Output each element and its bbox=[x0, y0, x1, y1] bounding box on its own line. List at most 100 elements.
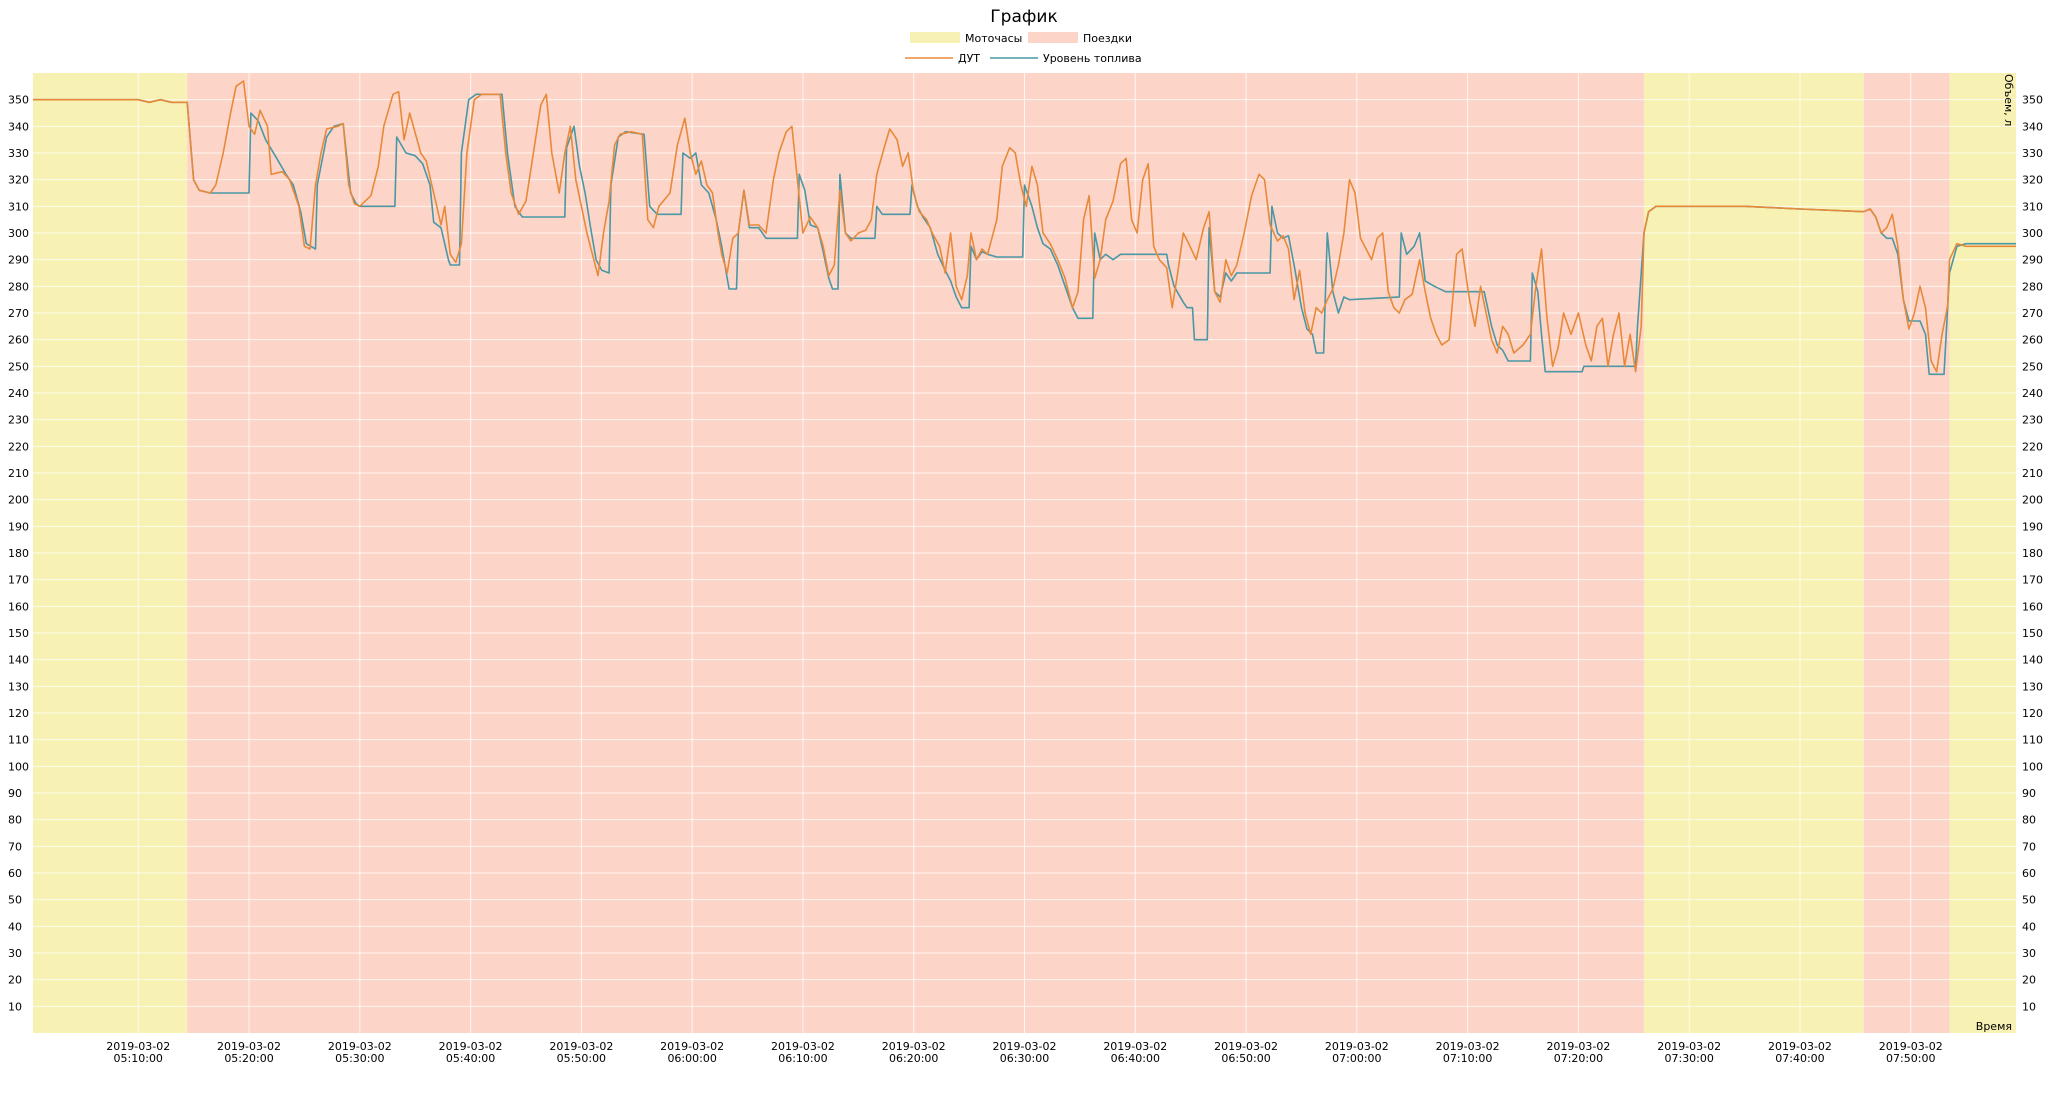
y-tick-label: 110 bbox=[2022, 734, 2043, 747]
y-tick-label: 80 bbox=[2022, 814, 2036, 827]
x-tick-time: 07:30:00 bbox=[1664, 1052, 1713, 1065]
x-tick-date: 2019-03-02 bbox=[1436, 1040, 1500, 1053]
x-tick-date: 2019-03-02 bbox=[1768, 1040, 1832, 1053]
y-tick-label: 190 bbox=[2022, 520, 2043, 533]
x-tick-date: 2019-03-02 bbox=[1879, 1040, 1943, 1053]
y-tick-label: 80 bbox=[8, 814, 22, 827]
y-tick-label: 320 bbox=[2022, 174, 2043, 187]
gridlines bbox=[33, 73, 2016, 1033]
y-tick-label: 200 bbox=[2022, 494, 2043, 507]
y-tick-label: 240 bbox=[8, 387, 29, 400]
y-tick-label: 240 bbox=[2022, 387, 2043, 400]
x-axis-label: Время bbox=[1976, 1020, 2012, 1033]
x-axis: 2019-03-0205:10:002019-03-0205:20:002019… bbox=[106, 1040, 1942, 1065]
y-tick-label: 220 bbox=[2022, 440, 2043, 453]
y-tick-label: 290 bbox=[2022, 254, 2043, 267]
y-tick-label: 10 bbox=[8, 1000, 22, 1013]
y-tick-label: 160 bbox=[2022, 600, 2043, 613]
y-tick-label: 50 bbox=[2022, 894, 2036, 907]
x-tick-date: 2019-03-02 bbox=[1214, 1040, 1278, 1053]
y-tick-label: 350 bbox=[8, 94, 29, 107]
x-tick-date: 2019-03-02 bbox=[1325, 1040, 1389, 1053]
series-line-fuel-level bbox=[33, 93, 2016, 376]
y-tick-label: 220 bbox=[8, 440, 29, 453]
y-tick-label: 350 bbox=[2022, 94, 2043, 107]
x-tick-time: 06:10:00 bbox=[778, 1052, 827, 1065]
x-tick-time: 06:00:00 bbox=[667, 1052, 716, 1065]
legend-swatch-motohours bbox=[910, 32, 960, 43]
x-tick-date: 2019-03-02 bbox=[660, 1040, 724, 1053]
y-tick-label: 170 bbox=[2022, 574, 2043, 587]
legend: Моточасы Поездки ДУТ Уровень топлива bbox=[905, 32, 1142, 65]
x-tick-time: 05:20:00 bbox=[224, 1052, 273, 1065]
y-tick-label: 190 bbox=[8, 520, 29, 533]
y-axis-left: 10 20 30 40 50 60 70 80 90 100 110 120 130 140 150 160 1… bbox=[8, 94, 29, 1014]
x-tick-time: 05:30:00 bbox=[335, 1052, 384, 1065]
legend-label-motohours: Моточасы bbox=[965, 32, 1022, 45]
y-tick-label: 120 bbox=[8, 707, 29, 720]
y-tick-label: 130 bbox=[2022, 680, 2043, 693]
y-tick-label: 230 bbox=[8, 414, 29, 427]
y-tick-label: 180 bbox=[2022, 547, 2043, 560]
y-tick-label: 330 bbox=[8, 147, 29, 160]
x-tick-date: 2019-03-02 bbox=[217, 1040, 281, 1053]
x-tick-time: 07:50:00 bbox=[1886, 1052, 1935, 1065]
y-tick-label: 130 bbox=[8, 680, 29, 693]
x-tick-date: 2019-03-02 bbox=[1546, 1040, 1610, 1053]
y-tick-label: 60 bbox=[8, 867, 22, 880]
y-tick-label: 340 bbox=[2022, 120, 2043, 133]
x-tick-date: 2019-03-02 bbox=[549, 1040, 613, 1053]
x-tick-date: 2019-03-02 bbox=[1657, 1040, 1721, 1053]
y-tick-label: 290 bbox=[8, 254, 29, 267]
y-tick-label: 200 bbox=[8, 494, 29, 507]
y-tick-label: 320 bbox=[8, 174, 29, 187]
series-lines bbox=[33, 80, 2016, 376]
y-tick-label: 310 bbox=[2022, 200, 2043, 213]
y-tick-label: 270 bbox=[8, 307, 29, 320]
legend-swatch-trips bbox=[1028, 32, 1078, 43]
y-tick-label: 260 bbox=[2022, 334, 2043, 347]
y-tick-label: 210 bbox=[8, 467, 29, 480]
x-tick-time: 05:50:00 bbox=[557, 1052, 606, 1065]
x-tick-time: 07:10:00 bbox=[1443, 1052, 1492, 1065]
y-tick-label: 20 bbox=[2022, 974, 2036, 987]
y-tick-label: 20 bbox=[8, 974, 22, 987]
y-tick-label: 340 bbox=[8, 120, 29, 133]
y-tick-label: 10 bbox=[2022, 1000, 2036, 1013]
x-tick-date: 2019-03-02 bbox=[439, 1040, 503, 1053]
y-tick-label: 40 bbox=[2022, 920, 2036, 933]
y-tick-label: 120 bbox=[2022, 707, 2043, 720]
y-tick-label: 140 bbox=[2022, 654, 2043, 667]
y-tick-label: 90 bbox=[8, 787, 22, 800]
y-tick-label: 150 bbox=[8, 627, 29, 640]
y-tick-label: 310 bbox=[8, 200, 29, 213]
y-tick-label: 90 bbox=[2022, 787, 2036, 800]
x-tick-time: 05:40:00 bbox=[446, 1052, 495, 1065]
x-tick-time: 06:30:00 bbox=[1000, 1052, 1049, 1065]
x-tick-time: 06:50:00 bbox=[1221, 1052, 1270, 1065]
x-tick-date: 2019-03-02 bbox=[1103, 1040, 1167, 1053]
y-tick-label: 280 bbox=[2022, 280, 2043, 293]
y-axis-label: Объем, л bbox=[2002, 74, 2015, 126]
y-tick-label: 50 bbox=[8, 894, 22, 907]
legend-label-fuel-level: Уровень топлива bbox=[1043, 52, 1142, 65]
y-tick-label: 170 bbox=[8, 574, 29, 587]
y-tick-label: 30 bbox=[2022, 947, 2036, 960]
y-tick-label: 180 bbox=[8, 547, 29, 560]
x-tick-time: 06:40:00 bbox=[1111, 1052, 1160, 1065]
y-tick-label: 260 bbox=[8, 334, 29, 347]
x-tick-time: 07:00:00 bbox=[1332, 1052, 1381, 1065]
x-tick-time: 06:20:00 bbox=[889, 1052, 938, 1065]
y-tick-label: 210 bbox=[2022, 467, 2043, 480]
y-tick-label: 270 bbox=[2022, 307, 2043, 320]
x-tick-date: 2019-03-02 bbox=[993, 1040, 1057, 1053]
y-tick-label: 300 bbox=[2022, 227, 2043, 240]
x-tick-time: 07:40:00 bbox=[1775, 1052, 1824, 1065]
y-tick-label: 100 bbox=[8, 760, 29, 773]
x-tick-date: 2019-03-02 bbox=[771, 1040, 835, 1053]
y-tick-label: 250 bbox=[2022, 360, 2043, 373]
y-tick-label: 330 bbox=[2022, 147, 2043, 160]
legend-label-dut: ДУТ bbox=[958, 52, 980, 65]
y-tick-label: 40 bbox=[8, 920, 22, 933]
